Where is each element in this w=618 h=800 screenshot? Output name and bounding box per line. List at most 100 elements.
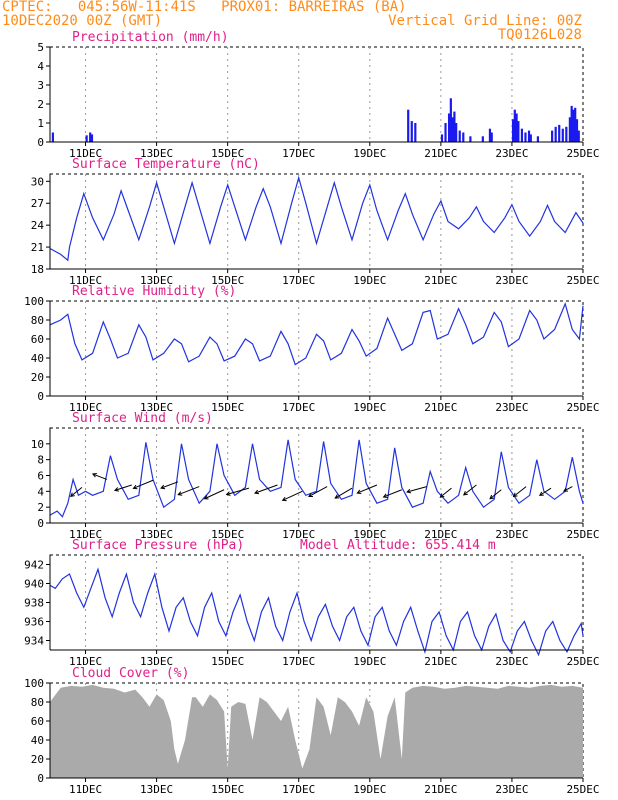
panel-subtitle: Model Altitude: 655.414 m xyxy=(300,538,496,553)
x-tick-label: 23DEC xyxy=(495,401,528,414)
x-tick-label: 25DEC xyxy=(566,783,599,796)
y-tick-label: 10 xyxy=(31,438,44,451)
wind-arrow xyxy=(539,487,552,496)
series-line xyxy=(49,175,584,262)
x-tick-label: 21DEC xyxy=(424,401,457,414)
precipitation-bar xyxy=(529,134,532,142)
series-line xyxy=(49,567,584,657)
x-tick-label: 17DEC xyxy=(282,274,315,287)
wind-arrow xyxy=(406,486,427,493)
wind-arrow-head xyxy=(334,494,340,499)
wind-arrow-head xyxy=(132,484,138,490)
header-model-code: TQ0126L028 xyxy=(497,27,582,43)
y-tick-label: 5 xyxy=(37,41,44,54)
x-tick-label: 17DEC xyxy=(282,147,315,160)
x-tick-label: 19DEC xyxy=(353,274,386,287)
y-tick-label: 1 xyxy=(37,117,44,130)
plot-frame xyxy=(49,427,584,524)
x-tick-label: 11DEC xyxy=(69,783,102,796)
precipitation-bar xyxy=(561,128,564,142)
panel-title: Relative Humidity (%) xyxy=(72,284,236,299)
x-tick-label: 23DEC xyxy=(495,655,528,668)
y-tick-label: 30 xyxy=(31,175,44,188)
wind-arrow-head xyxy=(91,473,97,478)
precipitation-bar xyxy=(568,117,571,142)
precipitation-bar xyxy=(51,132,54,142)
precipitation-bar xyxy=(469,136,472,142)
precipitation-bar xyxy=(565,126,568,142)
x-tick-label: 25DEC xyxy=(566,528,599,541)
x-tick-label: 25DEC xyxy=(566,274,599,287)
y-tick-label: 40 xyxy=(31,734,44,747)
precipitation-bar xyxy=(511,119,515,142)
precipitation-bar xyxy=(458,130,461,142)
y-tick-label: 100 xyxy=(24,677,44,690)
wind-arrow xyxy=(226,487,250,495)
x-tick-label: 19DEC xyxy=(353,401,386,414)
wind-arrow-head xyxy=(489,494,495,500)
x-tick-label: 21DEC xyxy=(424,783,457,796)
y-tick-label: 0 xyxy=(37,517,44,530)
precipitation-bar xyxy=(574,107,577,142)
wind-arrow xyxy=(357,484,378,494)
precipitation-bar xyxy=(575,119,579,142)
wind-arrow-head xyxy=(308,492,313,497)
header-date-line: 10DEC2020 00Z (GMT) xyxy=(2,13,163,29)
precipitation-bar xyxy=(90,134,94,142)
x-tick-label: 15DEC xyxy=(211,274,244,287)
x-tick-label: 23DEC xyxy=(495,528,528,541)
x-tick-label: 15DEC xyxy=(211,655,244,668)
x-tick-label: 11DEC xyxy=(69,147,102,160)
precipitation-bar xyxy=(536,136,540,142)
wind-arrow xyxy=(178,486,200,496)
y-tick-label: 934 xyxy=(24,635,44,648)
x-tick-label: 13DEC xyxy=(140,274,173,287)
precipitation-bar xyxy=(558,124,561,142)
x-tick-label: 21DEC xyxy=(424,655,457,668)
wind-arrow xyxy=(563,486,573,492)
precipitation-bar xyxy=(570,105,573,142)
y-tick-label: 6 xyxy=(37,470,44,483)
wind-arrow-head xyxy=(203,495,209,500)
precipitation-bar xyxy=(462,132,465,142)
x-tick-label: 17DEC xyxy=(282,655,315,668)
wind-arrow-head xyxy=(406,488,412,494)
precipitation-bar xyxy=(407,109,410,142)
x-tick-label: 23DEC xyxy=(495,274,528,287)
wind-arrow xyxy=(334,487,353,499)
wind-arrow xyxy=(489,489,502,500)
precipitation-bar xyxy=(488,128,492,142)
wind-arrow xyxy=(463,484,477,496)
precipitation-bar xyxy=(577,130,580,142)
x-tick-label: 25DEC xyxy=(566,147,599,160)
y-tick-label: 4 xyxy=(37,485,44,498)
wind-arrow-head xyxy=(160,484,166,490)
wind-arrow xyxy=(204,489,225,500)
panel-title: Cloud Cover (%) xyxy=(72,666,189,681)
x-tick-label: 23DEC xyxy=(495,147,528,160)
x-tick-label: 17DEC xyxy=(282,401,315,414)
plot-frame xyxy=(49,173,584,270)
x-tick-label: 13DEC xyxy=(140,147,173,160)
precipitation-bar xyxy=(490,132,493,142)
y-tick-label: 940 xyxy=(24,578,44,591)
wind-arrow-head xyxy=(281,496,287,502)
wind-arrow xyxy=(513,486,527,497)
y-tick-label: 80 xyxy=(31,696,44,709)
precipitation-bar xyxy=(85,135,88,142)
x-tick-label: 17DEC xyxy=(282,528,315,541)
precipitation-bar xyxy=(447,113,451,142)
wind-arrow xyxy=(440,487,452,498)
x-tick-label: 15DEC xyxy=(211,528,244,541)
series-line xyxy=(49,302,584,366)
wind-arrow-head xyxy=(563,487,568,492)
precipitation-bar xyxy=(453,111,456,142)
x-tick-label: 19DEC xyxy=(353,783,386,796)
y-tick-label: 80 xyxy=(31,314,44,327)
x-tick-label: 21DEC xyxy=(424,528,457,541)
wind-arrow xyxy=(160,481,179,489)
panel-title: Surface Temperature (nC) xyxy=(72,157,260,172)
wind-arrow-head xyxy=(512,492,518,498)
x-tick-label: 19DEC xyxy=(353,528,386,541)
wind-arrow-head xyxy=(113,487,119,492)
